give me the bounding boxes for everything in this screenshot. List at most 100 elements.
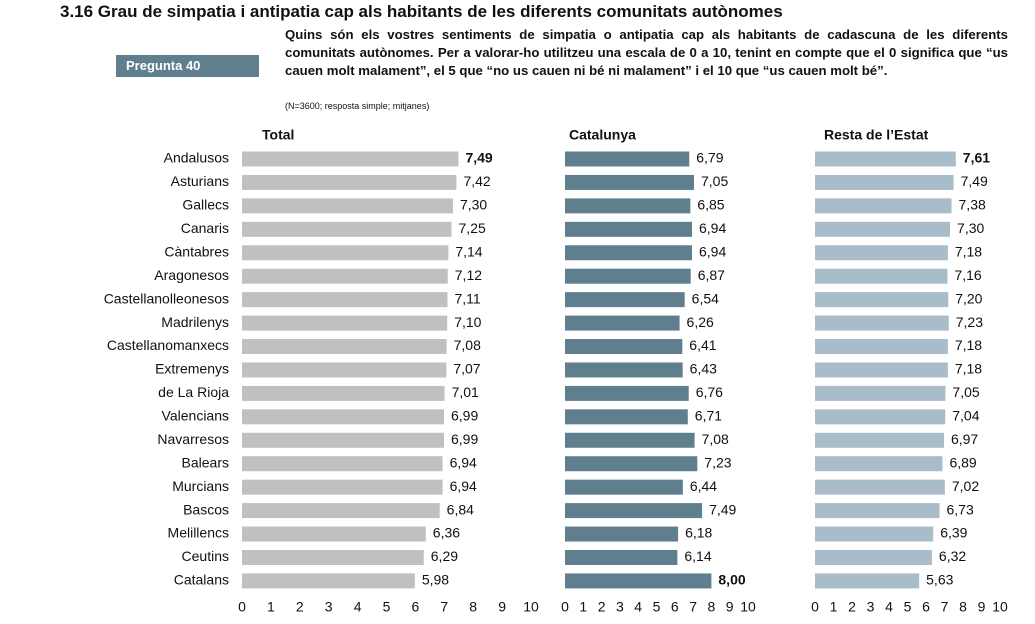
x-tick-label: 8 <box>469 599 477 615</box>
value-label: 5,63 <box>926 572 953 588</box>
bar <box>242 268 448 284</box>
x-tick-label: 1 <box>579 599 587 615</box>
value-label: 6,84 <box>447 501 474 517</box>
value-label: 7,07 <box>453 361 480 377</box>
bar <box>815 151 956 167</box>
value-label: 6,79 <box>696 150 723 166</box>
note: (N=3600; resposta simple; mitjanes) <box>285 101 430 111</box>
bar <box>815 315 949 331</box>
bar <box>242 362 447 378</box>
x-tick-label: 8 <box>959 599 967 615</box>
value-label: 7,23 <box>704 454 731 470</box>
bar <box>815 221 951 237</box>
value-label: 7,18 <box>955 361 982 377</box>
value-label: 7,49 <box>961 173 988 189</box>
bar <box>565 315 680 331</box>
x-tick-label: 9 <box>726 599 734 615</box>
value-label: 6,94 <box>699 220 726 236</box>
value-label: 7,05 <box>952 384 979 400</box>
bar <box>815 385 946 401</box>
value-label: 7,20 <box>955 290 982 306</box>
x-tick-label: 4 <box>354 599 362 615</box>
value-label: 6,54 <box>692 290 719 306</box>
bar <box>565 549 678 565</box>
value-label: 7,11 <box>454 290 480 306</box>
bar <box>565 292 685 308</box>
bar <box>815 245 948 261</box>
bar <box>565 573 712 589</box>
bar <box>242 292 448 308</box>
bar <box>242 385 445 401</box>
bar <box>565 432 695 448</box>
x-tick-label: 1 <box>830 599 838 615</box>
bar <box>815 503 940 519</box>
value-label: 7,16 <box>954 267 981 283</box>
value-label: 5,98 <box>422 572 449 588</box>
value-label: 7,18 <box>955 243 982 259</box>
value-label: 7,10 <box>454 314 481 330</box>
x-tick-label: 4 <box>885 599 893 615</box>
bar <box>565 268 691 284</box>
bar <box>242 245 449 261</box>
category-label: Castellanolleonesos <box>104 290 229 306</box>
bar <box>242 573 415 589</box>
value-label: 6,43 <box>690 361 717 377</box>
bar <box>242 151 459 167</box>
x-tick-label: 5 <box>653 599 661 615</box>
bar <box>242 479 443 495</box>
value-label: 6,41 <box>689 337 716 353</box>
x-tick-label: 6 <box>412 599 420 615</box>
value-label: 7,25 <box>459 220 486 236</box>
category-label: Bascos <box>183 501 229 517</box>
value-label: 7,30 <box>957 220 984 236</box>
bar <box>815 268 948 284</box>
bar <box>815 409 946 425</box>
value-label: 7,18 <box>955 337 982 353</box>
value-label: 6,85 <box>697 197 724 213</box>
value-label: 7,04 <box>952 408 979 424</box>
category-label: Navarresos <box>157 431 229 447</box>
value-label: 7,08 <box>454 337 481 353</box>
x-tick-label: 2 <box>848 599 856 615</box>
bar <box>242 315 448 331</box>
value-label: 7,12 <box>455 267 482 283</box>
category-label: Catalans <box>174 572 229 588</box>
bar <box>565 198 691 214</box>
category-label: Andalusos <box>164 150 229 166</box>
x-tick-label: 7 <box>941 599 949 615</box>
bar <box>815 292 949 308</box>
question-badge: Pregunta 40 <box>116 55 259 77</box>
x-tick-label: 5 <box>383 599 391 615</box>
panel-title: Resta de l’Estat <box>824 127 929 143</box>
x-tick-label: 10 <box>992 599 1008 615</box>
category-label: Extremenys <box>155 361 229 377</box>
value-label: 7,14 <box>455 243 482 259</box>
x-tick-label: 1 <box>267 599 275 615</box>
x-tick-label: 3 <box>616 599 624 615</box>
value-label: 7,08 <box>702 431 729 447</box>
value-label: 7,23 <box>956 314 983 330</box>
value-label: 6,73 <box>947 501 974 517</box>
x-tick-label: 0 <box>238 599 246 615</box>
bar <box>815 456 943 472</box>
bar <box>242 456 443 472</box>
value-label: 7,42 <box>463 173 490 189</box>
x-tick-label: 6 <box>671 599 679 615</box>
category-label: Càntabres <box>164 243 229 259</box>
bar <box>565 174 695 190</box>
bar <box>565 221 693 237</box>
x-tick-label: 0 <box>561 599 569 615</box>
x-tick-label: 6 <box>922 599 930 615</box>
bar <box>565 362 683 378</box>
bar <box>815 362 948 378</box>
x-tick-label: 3 <box>867 599 875 615</box>
value-label: 7,49 <box>465 150 492 166</box>
bar <box>815 549 932 565</box>
value-label: 6,94 <box>450 478 477 494</box>
bar <box>565 526 679 542</box>
bar <box>815 573 920 589</box>
value-label: 6,29 <box>431 548 458 564</box>
bar <box>565 456 698 472</box>
